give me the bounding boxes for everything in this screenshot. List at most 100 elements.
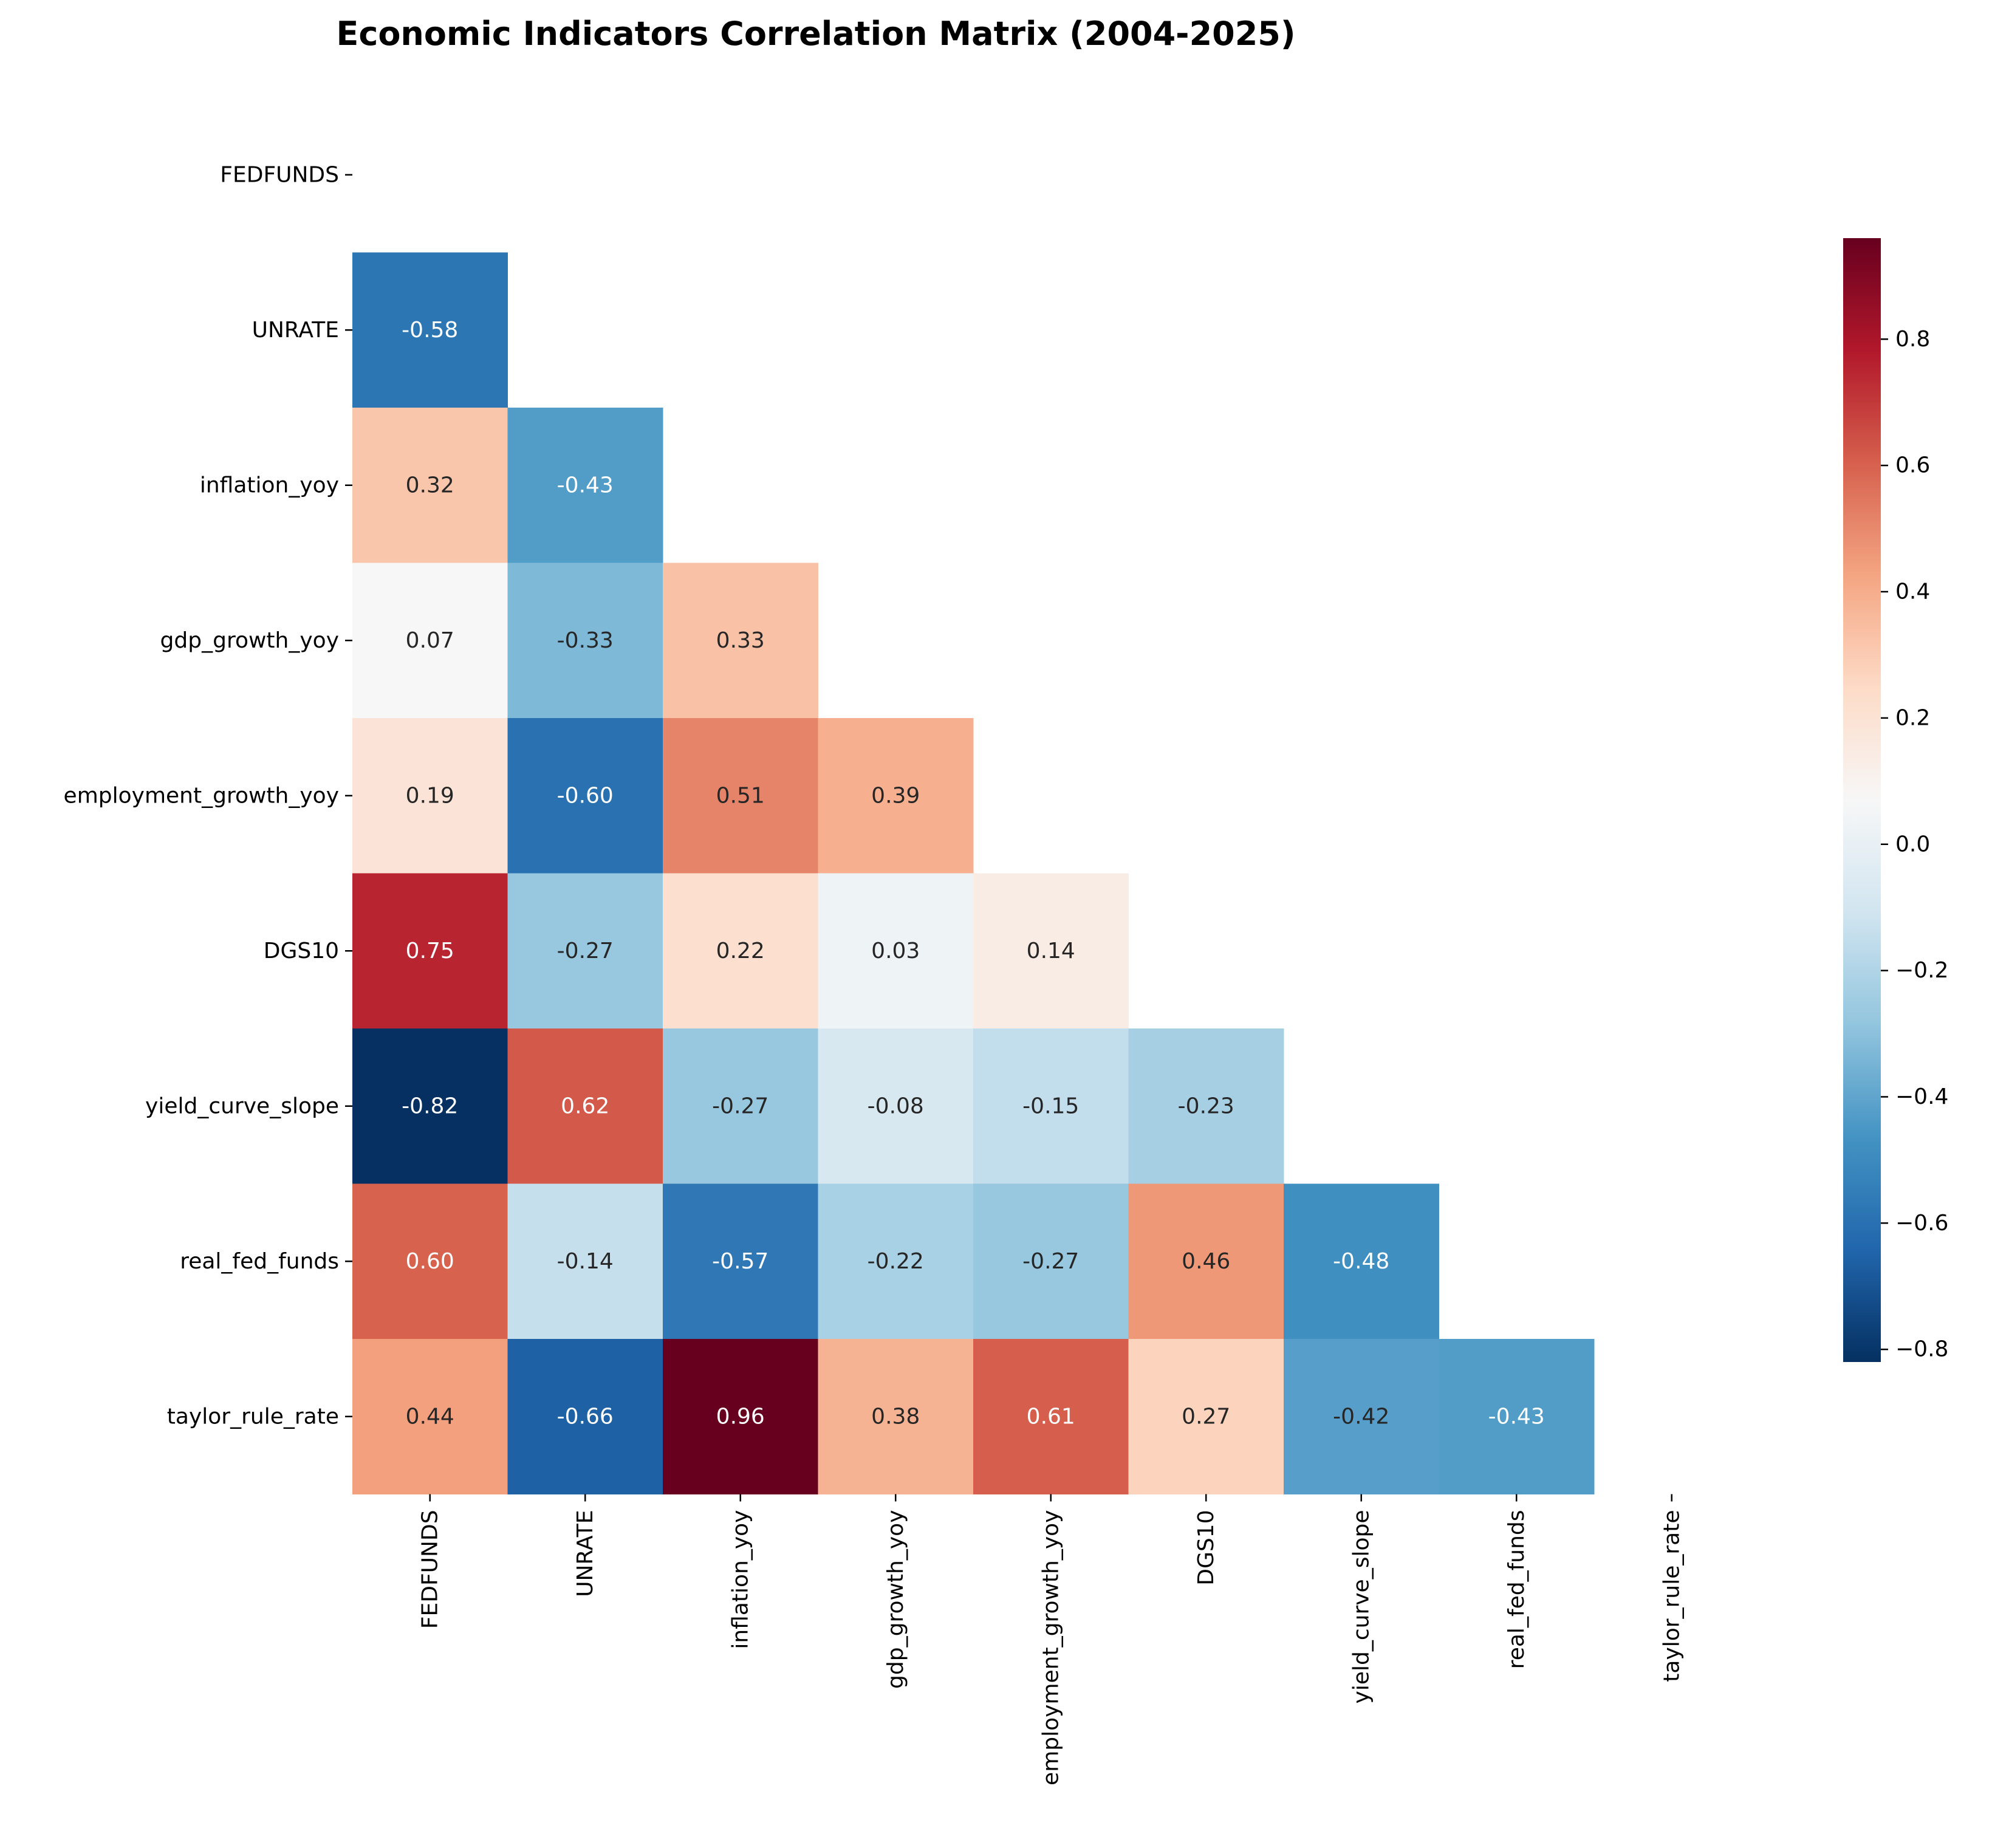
cell-value-label: -0.66 xyxy=(557,1404,614,1429)
cell-value-label: -0.43 xyxy=(1488,1404,1545,1429)
heatmap-cell-yield_curve_slope-UNRATE xyxy=(507,1028,663,1184)
heatmap-cell-employment_growth_yoy-gdp_growth_yoy xyxy=(818,718,974,874)
colorbar-tick-label: 0.6 xyxy=(1895,453,1930,478)
heatmap-cell-taylor_rule_rate-employment_growth_yoy xyxy=(973,1339,1129,1494)
x-tick-label-UNRATE: UNRATE xyxy=(573,1510,598,1597)
heatmap-cell-taylor_rule_rate-FEDFUNDS xyxy=(352,1339,508,1494)
cell-value-label: 0.32 xyxy=(406,473,454,498)
heatmap-cell-taylor_rule_rate-inflation_yoy xyxy=(663,1339,818,1494)
heatmap-cell-gdp_growth_yoy-inflation_yoy xyxy=(663,563,818,719)
heatmap-cell-DGS10-inflation_yoy xyxy=(663,873,818,1029)
heatmap-cell-yield_curve_slope-inflation_yoy xyxy=(663,1028,818,1184)
heatmap-cell-real_fed_funds-yield_curve_slope xyxy=(1284,1183,1439,1340)
cell-value-label: -0.42 xyxy=(1333,1404,1389,1429)
cell-value-label: 0.62 xyxy=(561,1093,609,1118)
heatmap-cell-taylor_rule_rate-yield_curve_slope xyxy=(1284,1339,1439,1494)
heatmap-cell-taylor_rule_rate-UNRATE xyxy=(507,1339,663,1494)
cell-value-label: 0.96 xyxy=(716,1404,765,1429)
cell-value-label: -0.57 xyxy=(712,1249,768,1274)
heatmap-cell-real_fed_funds-inflation_yoy xyxy=(663,1183,818,1340)
cell-value-label: -0.60 xyxy=(557,783,614,808)
heatmap-cell-gdp_growth_yoy-FEDFUNDS xyxy=(352,563,508,719)
x-tick-label-DGS10: DGS10 xyxy=(1194,1510,1219,1586)
heatmap-cell-UNRATE-FEDFUNDS xyxy=(352,252,508,408)
colorbar-tick-label: −0.2 xyxy=(1895,958,1948,983)
y-tick-label-gdp_growth_yoy: gdp_growth_yoy xyxy=(160,628,339,653)
cell-value-label: 0.27 xyxy=(1182,1404,1230,1429)
colorbar-tick-label: 0.0 xyxy=(1895,832,1930,857)
heatmap-cell-yield_curve_slope-DGS10 xyxy=(1128,1028,1284,1184)
colorbar-tick-label: 0.4 xyxy=(1895,580,1930,604)
cell-value-label: -0.27 xyxy=(1022,1249,1079,1274)
heatmap-cell-DGS10-FEDFUNDS xyxy=(352,873,508,1029)
cell-value-label: -0.27 xyxy=(712,1093,768,1118)
cell-value-label: -0.08 xyxy=(868,1093,924,1118)
heatmap-cell-inflation_yoy-FEDFUNDS xyxy=(352,408,508,563)
y-tick-label-taylor_rule_rate: taylor_rule_rate xyxy=(167,1404,339,1429)
x-tick-label-FEDFUNDS: FEDFUNDS xyxy=(417,1510,442,1629)
y-tick-label-DGS10: DGS10 xyxy=(264,939,339,963)
cell-value-label: 0.07 xyxy=(406,628,454,653)
heatmap-cell-real_fed_funds-gdp_growth_yoy xyxy=(818,1183,974,1340)
heatmap-cell-DGS10-UNRATE xyxy=(507,873,663,1029)
heatmap-cell-taylor_rule_rate-DGS10 xyxy=(1128,1339,1284,1494)
cell-value-label: -0.82 xyxy=(402,1093,458,1118)
cell-value-label: -0.33 xyxy=(557,628,614,653)
x-tick-label-inflation_yoy: inflation_yoy xyxy=(728,1510,753,1649)
heatmap-cell-yield_curve_slope-gdp_growth_yoy xyxy=(818,1028,974,1184)
cell-value-label: 0.60 xyxy=(406,1249,454,1274)
heatmap-cell-real_fed_funds-employment_growth_yoy xyxy=(973,1183,1129,1340)
colorbar-tick-label: −0.8 xyxy=(1895,1337,1948,1362)
heatmap-cell-yield_curve_slope-FEDFUNDS xyxy=(352,1028,508,1184)
heatmap-cell-real_fed_funds-DGS10 xyxy=(1128,1183,1284,1340)
heatmap-cell-inflation_yoy-UNRATE xyxy=(507,408,663,563)
y-tick-label-UNRATE: UNRATE xyxy=(252,318,339,343)
y-axis-ticks: FEDFUNDS UNRATE inflation_yoy gdp_growth_yo… xyxy=(64,162,352,1429)
colorbar-tick-label: 0.8 xyxy=(1895,327,1930,352)
cell-value-label: 0.61 xyxy=(1027,1404,1075,1429)
heatmap-cell-employment_growth_yoy-UNRATE xyxy=(507,718,663,874)
cell-value-label: 0.44 xyxy=(406,1404,454,1429)
x-tick-label-yield_curve_slope: yield_curve_slope xyxy=(1349,1510,1374,1704)
heatmap-cell-employment_growth_yoy-FEDFUNDS xyxy=(352,718,508,874)
heatmap-cell-DGS10-employment_growth_yoy xyxy=(973,873,1129,1029)
cell-value-label: 0.14 xyxy=(1027,939,1075,963)
cell-value-label: -0.22 xyxy=(868,1249,924,1274)
cell-value-label: 0.03 xyxy=(871,939,920,963)
colorbar: 0.8 0.6 0.4 0.2 0.0 −0.2 −0.4 −0.6 −0.8 xyxy=(1843,238,1948,1362)
heatmap-cell-taylor_rule_rate-gdp_growth_yoy xyxy=(818,1339,974,1494)
cell-value-label: 0.33 xyxy=(716,628,765,653)
cell-value-label: -0.14 xyxy=(557,1249,614,1274)
heatmap-cell-taylor_rule_rate-real_fed_funds xyxy=(1439,1339,1595,1494)
cell-value-label: 0.38 xyxy=(871,1404,920,1429)
cell-value-label: -0.43 xyxy=(557,473,614,498)
colorbar-tick-label: 0.2 xyxy=(1895,705,1930,730)
cell-value-label: 0.46 xyxy=(1182,1249,1230,1274)
y-tick-label-employment_growth_yoy: employment_growth_yoy xyxy=(64,783,339,808)
heatmap-cell-DGS10-gdp_growth_yoy xyxy=(818,873,974,1029)
y-tick-label-inflation_yoy: inflation_yoy xyxy=(200,473,339,498)
heatmap-cells: -0.58 0.32 -0.43 0.07 -0.33 0.33 0.19 -0.60 0.51… xyxy=(352,252,1595,1494)
x-tick-label-employment_growth_yoy: employment_growth_yoy xyxy=(1038,1510,1063,1785)
colorbar-tick-label: −0.4 xyxy=(1895,1084,1948,1109)
y-tick-label-yield_curve_slope: yield_curve_slope xyxy=(145,1093,339,1118)
heatmap-cell-real_fed_funds-FEDFUNDS xyxy=(352,1183,508,1340)
x-tick-label-taylor_rule_rate: taylor_rule_rate xyxy=(1659,1510,1684,1682)
x-tick-label-real_fed_funds: real_fed_funds xyxy=(1504,1510,1529,1669)
heatmap-cell-real_fed_funds-UNRATE xyxy=(507,1183,663,1340)
cell-value-label: -0.23 xyxy=(1178,1093,1234,1118)
heatmap-cell-yield_curve_slope-employment_growth_yoy xyxy=(973,1028,1129,1184)
heatmap-cell-gdp_growth_yoy-UNRATE xyxy=(507,563,663,719)
cell-value-label: -0.48 xyxy=(1333,1249,1389,1274)
cell-value-label: 0.75 xyxy=(406,939,454,963)
cell-value-label: 0.51 xyxy=(716,783,765,808)
cell-value-label: -0.27 xyxy=(557,939,614,963)
x-axis-ticks: FEDFUNDS UNRATE inflation_yoy gdp_growth_yo… xyxy=(417,1494,1684,1785)
colorbar-tick-label: −0.6 xyxy=(1895,1211,1948,1236)
cell-value-label: 0.22 xyxy=(716,939,765,963)
y-tick-label-FEDFUNDS: FEDFUNDS xyxy=(220,162,339,187)
cell-value-label: 0.39 xyxy=(871,783,920,808)
x-tick-label-gdp_growth_yoy: gdp_growth_yoy xyxy=(883,1510,908,1689)
